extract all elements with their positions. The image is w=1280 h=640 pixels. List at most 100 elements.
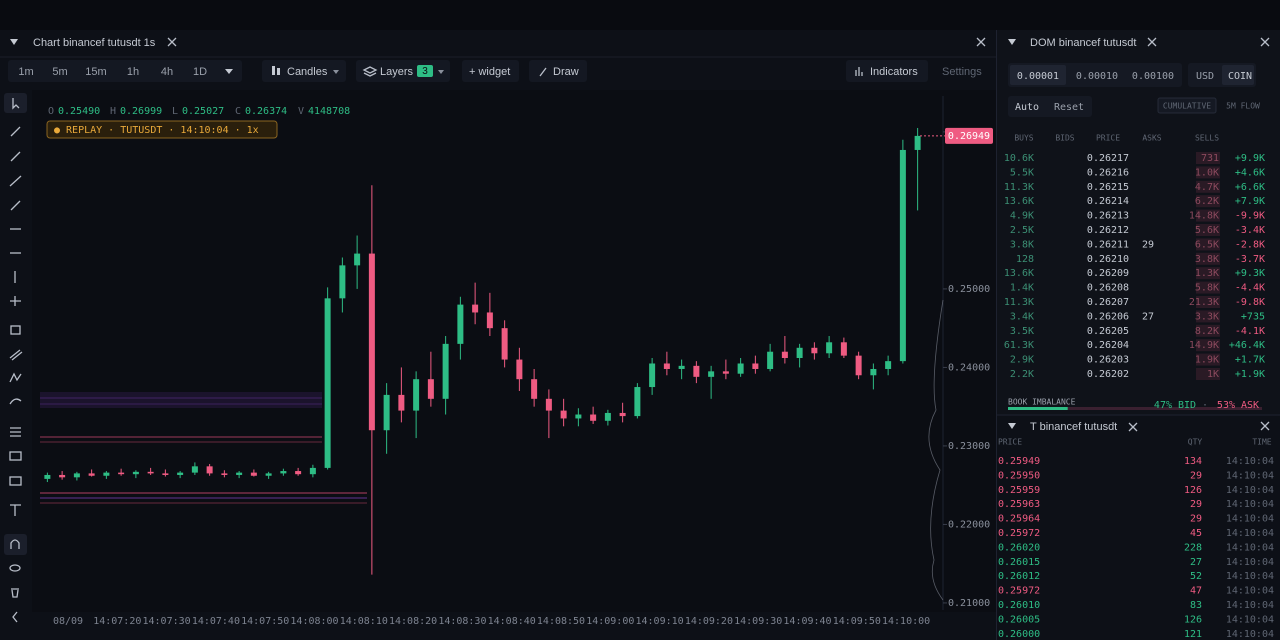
tool-fib[interactable] — [10, 427, 21, 437]
trade-qty: 126 — [1184, 614, 1202, 625]
settings-button[interactable]: Settings — [942, 66, 982, 78]
close-panel[interactable] — [1260, 37, 1270, 47]
candle-body — [250, 472, 257, 476]
tool-extended[interactable] — [10, 200, 21, 211]
price: 0.26214 — [1087, 196, 1129, 207]
delta: +6.6K — [1235, 182, 1265, 193]
auto-button[interactable]: Auto — [1015, 102, 1039, 113]
tool-trendline[interactable] — [10, 126, 21, 137]
price: 0.26203 — [1087, 355, 1129, 366]
sells-bar — [1196, 252, 1220, 265]
close-tab[interactable] — [1147, 37, 1157, 47]
close-panel[interactable] — [1260, 421, 1270, 431]
tool-delete[interactable] — [11, 588, 19, 598]
trade-qty: 121 — [1184, 629, 1202, 640]
ohlc-label: H — [110, 106, 116, 117]
tool-measure[interactable] — [9, 476, 22, 486]
unit-button[interactable]: USD — [1196, 71, 1214, 82]
indicators-button[interactable]: Indicators — [870, 66, 918, 78]
tool-channel[interactable] — [9, 349, 23, 361]
draw-button[interactable]: Draw — [553, 66, 579, 78]
y-tick-label: 0.22000 — [948, 519, 990, 530]
collapse-icon[interactable] — [1008, 423, 1016, 429]
timeframe-button[interactable]: 15m — [85, 66, 106, 78]
candles-button-bg[interactable] — [262, 60, 346, 82]
delta: +7.9K — [1235, 196, 1265, 207]
tool-collapse[interactable] — [12, 611, 18, 623]
tool-curve[interactable] — [9, 398, 22, 405]
timeframe-button[interactable]: 1h — [127, 66, 139, 78]
candle-body — [767, 351, 774, 369]
ohlc-label: V — [298, 106, 304, 117]
close-tab[interactable] — [1128, 422, 1138, 432]
candle-body — [324, 298, 331, 468]
bids: 27 — [1142, 311, 1154, 322]
close-panel[interactable] — [976, 37, 986, 47]
candle-body — [413, 379, 420, 411]
x-tick-label: 14:09:00 — [586, 616, 634, 627]
delta: +1.9K — [1235, 369, 1265, 380]
collapse-icon[interactable] — [10, 39, 18, 45]
collapse-icon[interactable] — [1008, 39, 1016, 45]
tool-cursor[interactable] — [12, 98, 20, 110]
candle-body — [855, 355, 862, 376]
step-button[interactable]: 0.00010 — [1076, 71, 1118, 82]
candle-body — [708, 371, 715, 377]
mode-group — [1008, 96, 1092, 117]
candle-body — [531, 379, 538, 399]
delta: -4.1K — [1235, 326, 1265, 337]
x-tick-label: 14:10:00 — [882, 616, 930, 627]
tool-cross[interactable] — [10, 296, 21, 306]
column-header: ASKS — [1142, 134, 1161, 143]
tool-ray[interactable] — [10, 151, 21, 162]
candles-button[interactable]: Candles — [287, 66, 328, 78]
unit-button[interactable]: COIN — [1228, 71, 1252, 82]
price: 0.26215 — [1087, 182, 1129, 193]
layers-button[interactable]: Layers — [380, 66, 414, 78]
close-tab[interactable] — [167, 37, 177, 47]
volume-zone — [40, 392, 322, 408]
widget-button[interactable]: + widget — [469, 66, 510, 78]
column-header: BIDS — [1055, 134, 1074, 143]
timeframe-button[interactable]: 4h — [161, 66, 173, 78]
widget-button-bg[interactable] — [462, 60, 519, 82]
trade-qty: 29 — [1190, 499, 1202, 510]
tool-text[interactable] — [10, 504, 21, 516]
trades-title: T binancef tutusdt — [1030, 421, 1117, 433]
timeframe-button[interactable]: 1m — [18, 66, 33, 78]
step-button[interactable]: 0.00001 — [1017, 71, 1059, 82]
x-tick-label: 14:09:30 — [734, 616, 782, 627]
trade-price: 0.25972 — [998, 586, 1040, 597]
step-button[interactable]: 0.00100 — [1132, 71, 1174, 82]
reset-button[interactable]: Reset — [1054, 102, 1084, 113]
flow-button[interactable]: 5M FLOW — [1226, 102, 1260, 111]
tool-line[interactable] — [9, 175, 22, 187]
trade-price: 0.26000 — [998, 629, 1040, 640]
candle-body — [722, 371, 729, 374]
price: 0.26205 — [1087, 326, 1129, 337]
delta: -3.4K — [1235, 225, 1265, 236]
timeframe-dropdown[interactable] — [225, 69, 233, 74]
cumulative-bg[interactable] — [1157, 97, 1217, 114]
cumulative-button[interactable]: CUMULATIVE — [1163, 102, 1211, 111]
tool-rect[interactable] — [10, 325, 21, 335]
draw-button-bg[interactable] — [529, 60, 587, 82]
candle-body — [398, 394, 405, 411]
tool-range[interactable] — [9, 451, 22, 461]
draw-icon — [539, 67, 547, 77]
candle-body — [132, 471, 139, 475]
column-header: BUYS — [1014, 134, 1033, 143]
trade-time: 14:10:04 — [1226, 614, 1274, 625]
timeframe-button[interactable]: 5m — [52, 66, 67, 78]
tool-visibility[interactable] — [9, 564, 21, 572]
trade-time: 14:10:04 — [1226, 485, 1274, 496]
indicators-button-bg[interactable] — [846, 60, 928, 82]
trade-price: 0.25959 — [998, 485, 1040, 496]
price: 0.26216 — [1087, 167, 1129, 178]
tool-path[interactable] — [9, 372, 22, 383]
timeframe-button[interactable]: 1D — [193, 66, 207, 78]
tool-magnet[interactable] — [10, 539, 20, 549]
candle-body — [486, 312, 493, 329]
trade-qty: 134 — [1184, 456, 1202, 467]
